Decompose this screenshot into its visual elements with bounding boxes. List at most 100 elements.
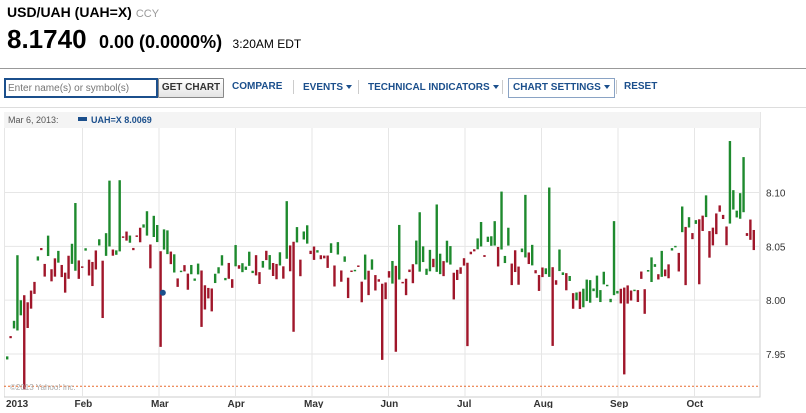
down-candle bbox=[408, 269, 411, 273]
technical-indicators-label: TECHNICAL INDICATORS bbox=[368, 82, 490, 93]
down-candle bbox=[725, 226, 728, 246]
up-candle bbox=[118, 180, 121, 252]
down-candle bbox=[67, 255, 70, 279]
symbol-name: USD/UAH (UAH=X) bbox=[7, 4, 132, 20]
down-candle bbox=[537, 275, 541, 291]
events-dropdown[interactable]: EVENTS bbox=[298, 78, 357, 98]
up-candle bbox=[650, 257, 653, 283]
up-candle bbox=[687, 217, 691, 228]
down-candle bbox=[43, 263, 46, 277]
down-candle bbox=[94, 250, 98, 270]
up-candle bbox=[329, 243, 333, 253]
up-candle bbox=[653, 264, 657, 267]
up-candle bbox=[156, 224, 159, 243]
down-candle bbox=[571, 293, 575, 309]
info-bar bbox=[4, 112, 760, 128]
up-candle bbox=[213, 273, 217, 284]
chart-settings-label: CHART SETTINGS bbox=[513, 82, 601, 93]
down-candle bbox=[50, 269, 53, 282]
down-candle bbox=[708, 231, 711, 258]
reset-button[interactable]: RESET bbox=[624, 81, 658, 92]
up-candle bbox=[36, 256, 40, 261]
down-candle bbox=[176, 278, 179, 287]
up-candle bbox=[418, 212, 421, 272]
up-candle bbox=[152, 215, 155, 237]
up-candle bbox=[742, 157, 745, 213]
toolbar-divider bbox=[293, 80, 294, 94]
up-candle bbox=[575, 292, 578, 301]
up-candle bbox=[500, 191, 503, 250]
down-candle bbox=[77, 260, 80, 279]
down-candle bbox=[527, 252, 530, 265]
up-candle bbox=[588, 280, 592, 303]
candlestick-chart[interactable]: Mar 6, 2013: UAH=X 8.0069 8.10 8.05 8.00 7.… bbox=[3, 111, 802, 410]
up-candle bbox=[179, 270, 183, 273]
up-candle bbox=[493, 221, 496, 246]
info-date: Mar 6, 2013: bbox=[8, 115, 59, 125]
up-candle bbox=[704, 195, 708, 218]
up-candle bbox=[285, 201, 288, 259]
down-candle bbox=[292, 241, 295, 332]
chart-settings-dropdown[interactable]: CHART SETTINGS bbox=[508, 78, 615, 98]
down-candle bbox=[513, 250, 517, 273]
up-candle bbox=[295, 227, 299, 243]
down-candle bbox=[282, 266, 285, 279]
up-candle bbox=[190, 264, 193, 275]
technical-indicators-dropdown[interactable]: TECHNICAL INDICATORS bbox=[363, 78, 504, 98]
down-candle bbox=[254, 255, 258, 276]
down-candle bbox=[340, 270, 343, 282]
down-candle bbox=[63, 272, 67, 293]
up-candle bbox=[415, 240, 418, 265]
price-chart[interactable]: Mar 6, 2013: UAH=X 8.0069 8.10 8.05 8.00 7.… bbox=[3, 111, 802, 413]
down-candle bbox=[691, 233, 694, 240]
down-candle bbox=[394, 265, 398, 352]
down-candle bbox=[210, 288, 213, 312]
up-candle bbox=[128, 235, 132, 243]
down-candle bbox=[626, 285, 629, 304]
candles bbox=[6, 141, 755, 390]
up-candle bbox=[738, 193, 742, 219]
up-candle bbox=[12, 320, 16, 329]
up-candle bbox=[582, 288, 585, 308]
up-candle bbox=[646, 269, 650, 272]
x-tick-label: 2013 bbox=[6, 399, 29, 408]
events-label: EVENTS bbox=[303, 82, 344, 93]
up-candle bbox=[670, 248, 674, 251]
down-candle bbox=[721, 214, 725, 220]
up-candle bbox=[428, 249, 432, 272]
chevron-down-icon bbox=[492, 85, 499, 90]
up-candle bbox=[479, 221, 483, 247]
up-candle bbox=[507, 227, 510, 246]
up-candle bbox=[261, 260, 265, 268]
down-candle bbox=[442, 261, 445, 277]
y-axis: 8.10 8.05 8.00 7.95 bbox=[766, 189, 786, 361]
down-candle bbox=[26, 302, 29, 328]
down-candle bbox=[288, 245, 292, 272]
up-candle bbox=[70, 243, 74, 264]
symbol-search-input[interactable] bbox=[4, 78, 158, 98]
info-series: UAH=X 8.0069 bbox=[91, 115, 152, 125]
up-candle bbox=[98, 239, 101, 246]
y-tick-label: 7.95 bbox=[766, 350, 786, 361]
up-candle bbox=[476, 238, 479, 250]
up-candle bbox=[633, 289, 636, 292]
down-candle bbox=[623, 287, 626, 375]
down-candle bbox=[517, 266, 520, 285]
down-candle bbox=[657, 274, 660, 280]
up-candle bbox=[681, 206, 684, 233]
compare-button[interactable]: COMPARE bbox=[232, 81, 283, 92]
up-candle bbox=[391, 260, 394, 284]
down-candle bbox=[619, 288, 623, 304]
down-candle bbox=[554, 280, 558, 285]
up-candle bbox=[173, 254, 176, 273]
down-candle bbox=[159, 251, 162, 347]
up-candle bbox=[316, 250, 319, 253]
down-candle bbox=[663, 269, 667, 277]
down-candle bbox=[23, 295, 26, 390]
down-candle bbox=[752, 229, 755, 251]
chevron-down-icon bbox=[603, 85, 610, 90]
up-candle bbox=[302, 231, 305, 240]
down-candle bbox=[91, 261, 94, 287]
get-chart-button[interactable]: GET CHART bbox=[158, 78, 224, 98]
down-candle bbox=[462, 258, 466, 266]
